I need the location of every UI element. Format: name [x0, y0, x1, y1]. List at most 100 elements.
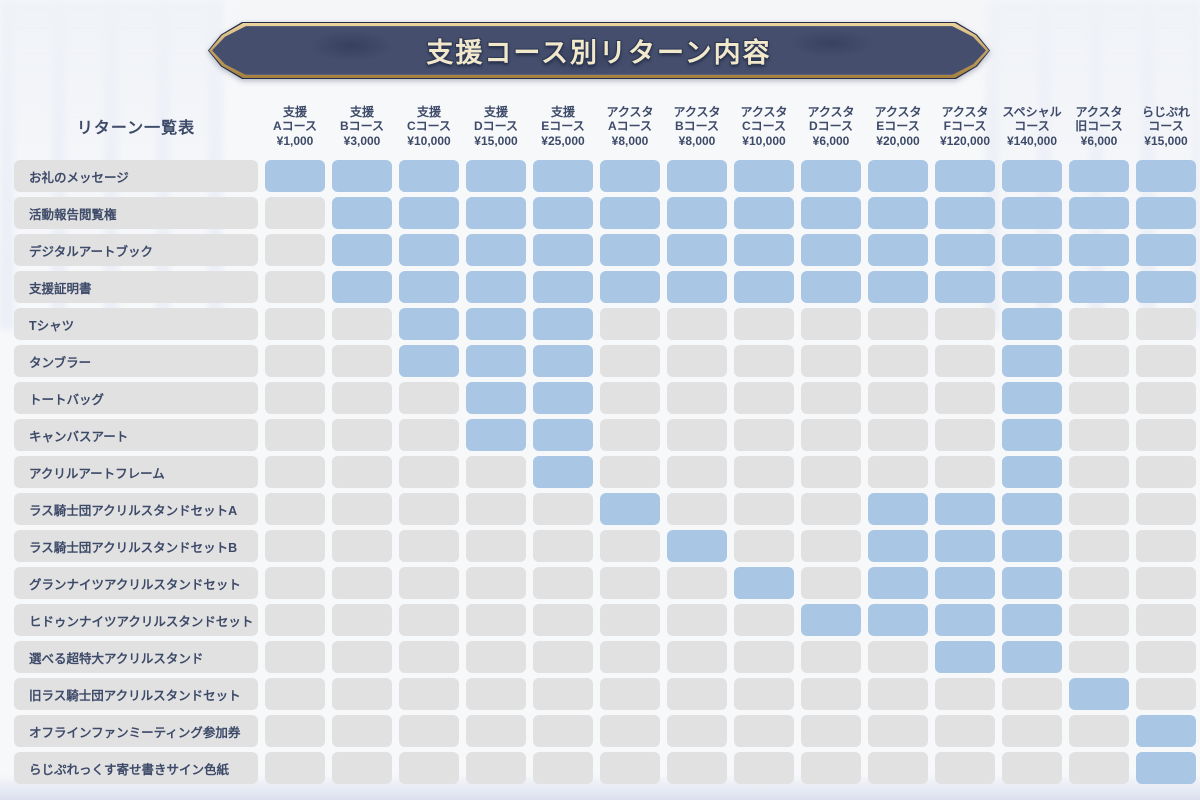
included-cell [533, 456, 593, 488]
included-cell [466, 271, 526, 303]
included-cell [1002, 604, 1062, 636]
included-cell [399, 271, 459, 303]
excluded-cell [667, 604, 727, 636]
included-cell [1069, 678, 1129, 710]
excluded-cell [1069, 308, 1129, 340]
excluded-cell [801, 493, 861, 525]
excluded-cell [265, 752, 325, 784]
included-cell [466, 382, 526, 414]
excluded-cell [466, 641, 526, 673]
excluded-cell [600, 678, 660, 710]
excluded-cell [1136, 308, 1196, 340]
excluded-cell [801, 567, 861, 599]
excluded-cell [600, 641, 660, 673]
excluded-cell [734, 678, 794, 710]
excluded-cell [600, 345, 660, 377]
excluded-cell [332, 419, 392, 451]
included-cell [600, 271, 660, 303]
column-header-12: スペシャル コース ¥140,000 [1002, 96, 1062, 150]
course-name-line2: Cコース [741, 119, 787, 133]
row-label: 活動報告閲覧権 [14, 197, 258, 229]
included-cell [466, 197, 526, 229]
course-name-line1: アクスタ [874, 105, 922, 119]
course-price: ¥10,000 [407, 134, 451, 148]
excluded-cell [466, 493, 526, 525]
excluded-cell [332, 493, 392, 525]
included-cell [1069, 271, 1129, 303]
excluded-cell [332, 530, 392, 562]
excluded-cell [801, 530, 861, 562]
included-cell [1002, 419, 1062, 451]
excluded-cell [332, 345, 392, 377]
excluded-cell [734, 604, 794, 636]
excluded-cell [600, 308, 660, 340]
included-cell [667, 197, 727, 229]
excluded-cell [1136, 604, 1196, 636]
excluded-cell [734, 419, 794, 451]
excluded-cell [801, 345, 861, 377]
course-price: ¥8,000 [678, 134, 716, 148]
excluded-cell [1069, 493, 1129, 525]
excluded-cell [1069, 345, 1129, 377]
excluded-cell [667, 715, 727, 747]
course-name-line2: Bコース [674, 119, 720, 133]
course-name-line1: アクスタ [941, 105, 989, 119]
included-cell [533, 419, 593, 451]
excluded-cell [466, 530, 526, 562]
excluded-cell [1069, 752, 1129, 784]
banner-background [212, 26, 986, 75]
excluded-cell [533, 752, 593, 784]
excluded-cell [1069, 641, 1129, 673]
included-cell [533, 197, 593, 229]
excluded-cell [734, 641, 794, 673]
excluded-cell [399, 493, 459, 525]
excluded-cell [801, 715, 861, 747]
excluded-cell [935, 715, 995, 747]
included-cell [1002, 197, 1062, 229]
excluded-cell [1069, 382, 1129, 414]
included-cell [935, 641, 995, 673]
included-cell [1002, 641, 1062, 673]
excluded-cell [399, 604, 459, 636]
course-price: ¥10,000 [742, 134, 786, 148]
column-header-10: アクスタ Eコース ¥20,000 [868, 96, 928, 150]
excluded-cell [466, 678, 526, 710]
excluded-cell [265, 456, 325, 488]
excluded-cell [1002, 752, 1062, 784]
matrix-header-row: リターン一覧表 支援 Aコース ¥1,000 支援 Bコース ¥3,000 支援 Cコース ¥10… [14, 96, 1196, 150]
excluded-cell [332, 382, 392, 414]
excluded-cell [667, 567, 727, 599]
excluded-cell [801, 382, 861, 414]
included-cell [466, 345, 526, 377]
excluded-cell [801, 419, 861, 451]
excluded-cell [1002, 715, 1062, 747]
excluded-cell [332, 308, 392, 340]
excluded-cell [533, 567, 593, 599]
excluded-cell [265, 567, 325, 599]
column-header-5: 支援 Eコース ¥25,000 [533, 96, 593, 150]
included-cell [1136, 271, 1196, 303]
included-cell [801, 234, 861, 266]
included-cell [399, 160, 459, 192]
included-cell [868, 567, 928, 599]
excluded-cell [935, 382, 995, 414]
included-cell [466, 308, 526, 340]
row-label: らじぷれっくす寄せ書きサイン色紙 [14, 752, 258, 784]
column-header-4: 支援 Dコース ¥15,000 [466, 96, 526, 150]
row-label: 選べる超特大アクリルスタンド [14, 641, 258, 673]
course-price: ¥140,000 [1006, 134, 1058, 148]
course-name-line1: アクスタ [807, 105, 855, 119]
excluded-cell [332, 752, 392, 784]
excluded-cell [935, 752, 995, 784]
included-cell [1136, 752, 1196, 784]
excluded-cell [868, 345, 928, 377]
column-header-9: アクスタ Dコース ¥6,000 [801, 96, 861, 150]
excluded-cell [600, 752, 660, 784]
row-label: オフラインファンミーティング参加券 [14, 715, 258, 747]
excluded-cell [399, 382, 459, 414]
excluded-cell [1002, 678, 1062, 710]
excluded-cell [667, 678, 727, 710]
included-cell [667, 234, 727, 266]
included-cell [1002, 456, 1062, 488]
included-cell [399, 308, 459, 340]
